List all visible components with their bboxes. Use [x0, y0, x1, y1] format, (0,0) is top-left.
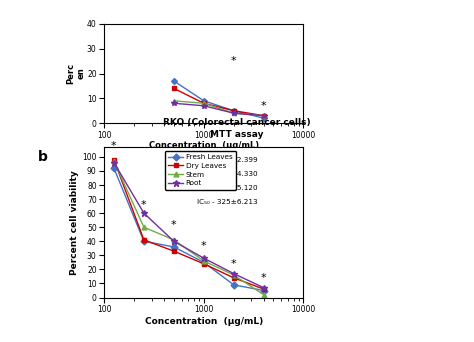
Fresh Leaves [201, 260, 207, 264]
Text: *: * [261, 101, 266, 111]
Fresh Leaves [141, 239, 147, 244]
Text: *: * [111, 141, 117, 151]
Root [231, 272, 237, 276]
Text: IC₅₀ - 225±2.399: IC₅₀ - 225±2.399 [197, 157, 257, 163]
Dry Leaves [261, 287, 266, 291]
Fresh Leaves [171, 245, 177, 249]
Line: Root: Root [110, 159, 267, 291]
Root [171, 239, 177, 244]
Text: IC₅₀ - 220±4.330: IC₅₀ - 220±4.330 [197, 171, 257, 177]
Y-axis label: Percent cell viability: Percent cell viability [70, 170, 79, 275]
Fresh Leaves [111, 166, 117, 170]
Fresh Leaves [231, 283, 237, 287]
Dry Leaves [231, 276, 237, 280]
Legend: Fresh Leaves, Dry Leaves, Stem, Root: Fresh Leaves, Dry Leaves, Stem, Root [165, 151, 236, 190]
Dry Leaves [201, 262, 207, 266]
X-axis label: Concentration  (µg/mL): Concentration (µg/mL) [149, 141, 259, 150]
Stem [261, 293, 266, 297]
Text: RKO (Colorectal cancer cells): RKO (Colorectal cancer cells) [163, 118, 311, 127]
Text: *: * [141, 200, 147, 210]
Root [201, 256, 207, 260]
Text: *: * [231, 56, 237, 66]
Stem [231, 273, 237, 277]
Dry Leaves [141, 238, 147, 242]
Text: *: * [171, 220, 177, 230]
Text: *: * [261, 274, 266, 284]
Fresh Leaves [261, 288, 266, 292]
Text: b: b [38, 150, 48, 165]
X-axis label: Concentration  (µg/mL): Concentration (µg/mL) [145, 317, 263, 326]
Root [141, 211, 147, 215]
Root [261, 286, 266, 290]
Stem [111, 159, 117, 163]
Line: Stem: Stem [111, 159, 266, 297]
Stem [141, 225, 147, 229]
Text: *: * [201, 241, 207, 251]
Dry Leaves [171, 249, 177, 253]
Text: IC₅₀ - 266±5.120: IC₅₀ - 266±5.120 [197, 185, 257, 191]
Y-axis label: Perc
en: Perc en [66, 63, 85, 84]
Line: Dry Leaves: Dry Leaves [111, 157, 266, 291]
Text: *: * [231, 260, 237, 269]
Root [111, 160, 117, 165]
Stem [201, 259, 207, 263]
Dry Leaves [111, 158, 117, 162]
Text: MTT assay: MTT assay [210, 130, 264, 139]
Stem [171, 238, 177, 242]
Line: Fresh Leaves: Fresh Leaves [111, 166, 266, 293]
Text: IC₅₀ - 325±6.213: IC₅₀ - 325±6.213 [197, 199, 257, 205]
